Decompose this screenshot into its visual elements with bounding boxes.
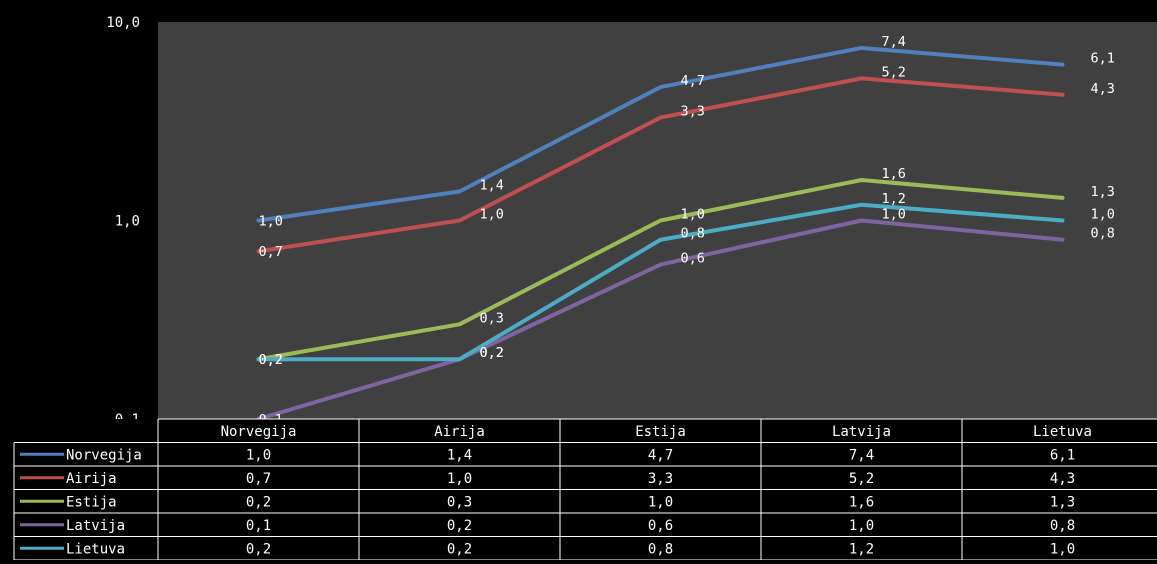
table-cell: 1,3 (1050, 494, 1075, 510)
data-label: 7,4 (882, 34, 906, 50)
data-label: 1,0 (480, 207, 504, 223)
data-label: 0,3 (480, 310, 504, 326)
data-label: 0,7 (259, 244, 283, 260)
table-cell: 0,2 (246, 494, 271, 510)
table-cell: 1,0 (246, 447, 271, 463)
table-cell: 5,2 (849, 471, 874, 487)
data-label: 6,1 (1091, 51, 1115, 67)
table-cell: 4,7 (648, 447, 673, 463)
category-label: Estija (635, 424, 686, 440)
data-label: 1,4 (480, 177, 504, 193)
data-label: 0,8 (1091, 226, 1115, 242)
legend-label: Estija (66, 494, 117, 510)
data-label: 4,3 (1091, 81, 1115, 97)
data-label: 1,6 (882, 166, 906, 182)
table-cell: 1,2 (849, 541, 874, 557)
table-cell: 1,0 (849, 518, 874, 534)
table-cell: 0,2 (246, 541, 271, 557)
category-label: Latvija (832, 424, 891, 440)
legend-label: Latvija (66, 518, 125, 534)
table-cell: 3,3 (648, 471, 673, 487)
y-tick-label: 1,0 (115, 214, 140, 230)
data-label: 1,2 (882, 191, 906, 207)
table-cell: 0,8 (648, 541, 673, 557)
table-cell: 4,3 (1050, 471, 1075, 487)
y-tick-label: 10,0 (106, 15, 140, 31)
category-label: Lietuva (1033, 424, 1092, 440)
legend-label: Lietuva (66, 541, 125, 557)
table-cell: 0,3 (447, 494, 472, 510)
data-label: 1,0 (259, 214, 283, 230)
table-cell: 1,6 (849, 494, 874, 510)
table-cell: 0,8 (1050, 518, 1075, 534)
legend-label: Airija (66, 471, 117, 487)
data-label: 4,7 (681, 73, 705, 89)
data-label: 1,0 (882, 207, 906, 223)
table-cell: 0,7 (246, 471, 271, 487)
table-cell: 0,1 (246, 518, 271, 534)
data-label: 1,0 (1091, 207, 1115, 223)
category-label: Airija (434, 424, 485, 440)
data-label: 1,3 (1091, 184, 1115, 200)
data-label: 3,3 (681, 104, 705, 120)
table-cell: 1,0 (447, 471, 472, 487)
data-label: 0,2 (480, 345, 504, 361)
table-cell: 6,1 (1050, 447, 1075, 463)
table-cell: 0,2 (447, 541, 472, 557)
table-cell: 1,0 (648, 494, 673, 510)
data-label: 1,0 (681, 207, 705, 223)
data-label: 0,2 (259, 352, 283, 368)
table-cell: 0,6 (648, 518, 673, 534)
table-cell: 1,4 (447, 447, 472, 463)
table-cell: 1,0 (1050, 541, 1075, 557)
table-cell: 7,4 (849, 447, 874, 463)
data-label: 5,2 (882, 64, 906, 80)
legend-label: Norvegija (66, 447, 142, 463)
category-label: Norvegija (221, 424, 297, 440)
data-label: 0,8 (681, 226, 705, 242)
table-cell: 0,2 (447, 518, 472, 534)
data-label: 0,6 (681, 251, 705, 267)
